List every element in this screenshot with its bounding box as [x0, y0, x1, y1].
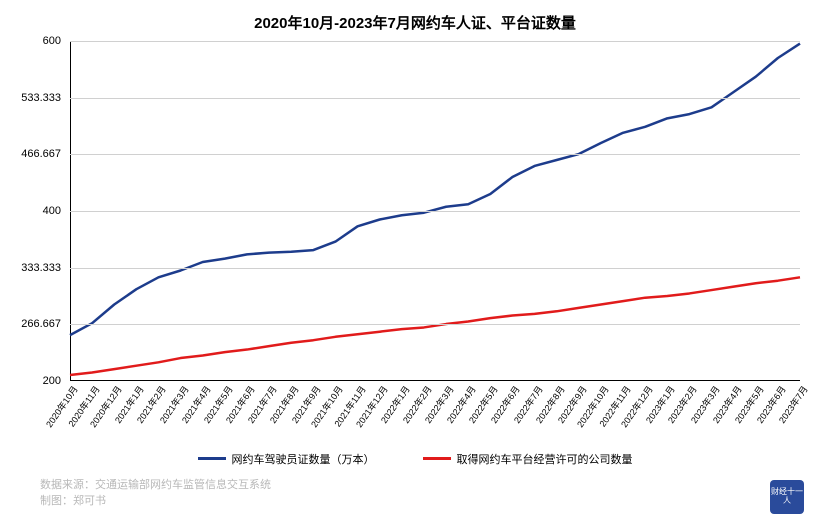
legend-item: 取得网约车平台经营许可的公司数量 — [423, 451, 633, 467]
series-line — [70, 277, 800, 375]
y-tick-label: 600 — [43, 35, 61, 47]
legend-swatch — [423, 457, 451, 460]
legend-label: 取得网约车平台经营许可的公司数量 — [457, 451, 633, 467]
legend-swatch — [198, 457, 226, 460]
y-tick-label: 533.333 — [21, 92, 61, 104]
x-axis-labels: 2020年10月2020年11月2020年12月2021年1月2021年2月20… — [70, 381, 800, 443]
y-tick-label: 333.333 — [21, 262, 61, 274]
series-line — [70, 44, 800, 336]
y-tick-label: 466.667 — [21, 148, 61, 160]
chart-footer: 数据来源：交通运输部网约车监管信息交互系统 制图：郑可书 财经十一人 — [40, 477, 810, 510]
y-tick-label: 400 — [43, 205, 61, 217]
logo-text: 财经十一人 — [770, 488, 804, 506]
y-tick-label: 200 — [43, 375, 61, 387]
legend-label: 网约车驾驶员证数量（万本） — [232, 451, 375, 467]
chart-container: 2020年10月-2023年7月网约车人证、平台证数量 200266.66733… — [0, 0, 830, 523]
plot-area: 200266.667333.333400466.667533.333600 — [70, 41, 800, 381]
y-tick-label: 266.667 — [21, 318, 61, 330]
chart-title: 2020年10月-2023年7月网约车人证、平台证数量 — [20, 12, 810, 33]
footer-author: 制图：郑可书 — [40, 493, 810, 510]
legend: 网约车驾驶员证数量（万本） 取得网约车平台经营许可的公司数量 — [20, 447, 810, 467]
footer-source: 数据来源：交通运输部网约车监管信息交互系统 — [40, 477, 810, 494]
legend-item: 网约车驾驶员证数量（万本） — [198, 451, 375, 467]
y-axis-labels: 200266.667333.333400466.667533.333600 — [20, 41, 65, 381]
logo-icon: 财经十一人 — [770, 480, 804, 514]
